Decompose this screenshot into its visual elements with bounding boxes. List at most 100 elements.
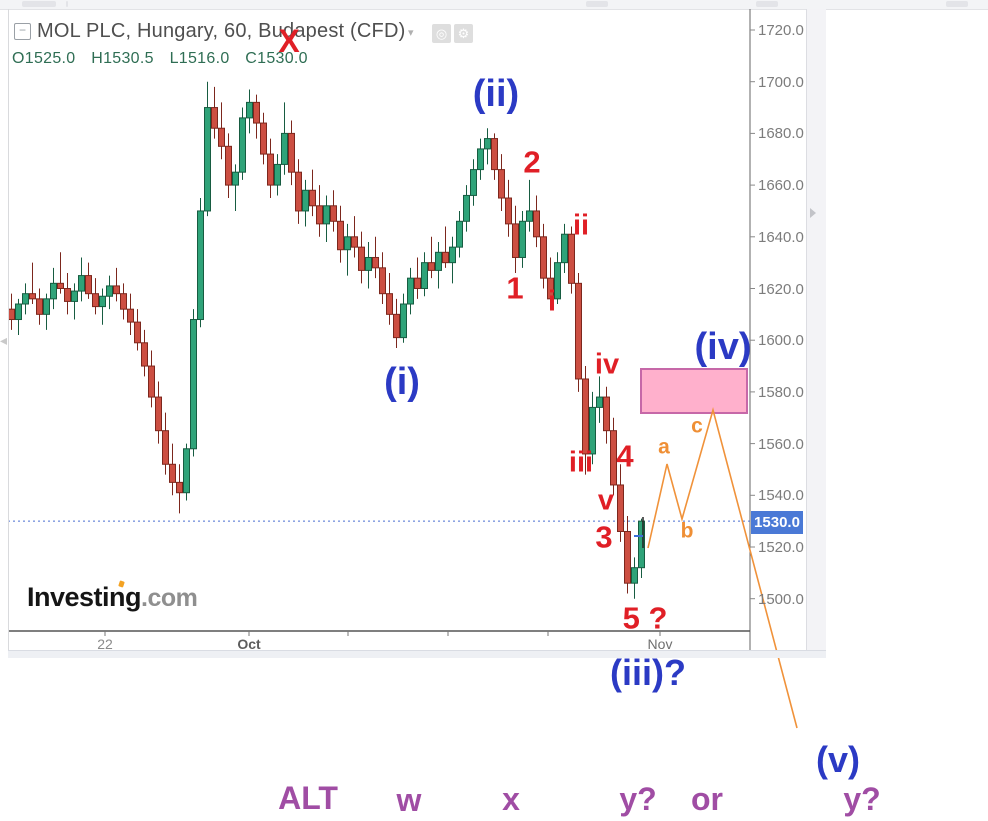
annotation-wave-5q: 5 ? [622, 600, 668, 636]
candle-body [547, 277, 554, 300]
collapse-icon[interactable]: − [14, 23, 31, 40]
candle-body [148, 365, 155, 398]
annotation-wave-4: 4 [616, 438, 634, 474]
candle-body [22, 293, 29, 305]
logo-tld: .com [141, 584, 198, 612]
symbol-title[interactable]: MOL PLC, Hungary, 60, Budapest (CFD) [37, 20, 406, 42]
candle-body [372, 256, 379, 269]
candle-body [78, 275, 85, 292]
candle-body [64, 288, 71, 302]
candle-body [281, 132, 288, 165]
candle-body [29, 293, 36, 300]
candle-body [351, 236, 358, 248]
annotation-wave-v-min: v [597, 484, 615, 517]
annotation-wave-i-min: i [547, 285, 557, 318]
candle-body [106, 285, 113, 297]
candle-body [85, 275, 92, 295]
time-axis-label: Nov [647, 636, 673, 652]
price-axis-label: 1720.0 [758, 22, 804, 39]
candle-body [288, 132, 295, 173]
candle-body [414, 277, 421, 290]
candle-body [477, 148, 484, 171]
candle-body [120, 293, 127, 310]
annotation-abc-c: c [691, 414, 703, 438]
annotation-alt-label: ALT [278, 780, 338, 816]
candle-body [365, 256, 372, 271]
candle-body [526, 210, 533, 222]
candle-body [491, 138, 498, 171]
price-axis-label: 1700.0 [758, 73, 804, 91]
candle-body [505, 197, 512, 225]
candle-body [575, 282, 582, 380]
time-axis-label: Oct [237, 636, 261, 652]
candle-body [225, 145, 232, 186]
scrollbar-arrow-icon[interactable] [810, 208, 816, 218]
candle-body [435, 251, 442, 271]
candle-body [169, 463, 176, 483]
candle-body [561, 233, 568, 264]
vertical-scrollbar[interactable] [806, 9, 826, 655]
annotation-abc-a: a [658, 435, 670, 459]
candle-body [470, 169, 477, 196]
annotation-alt-or: or [691, 781, 723, 817]
candle-body [302, 189, 309, 212]
candle-body [309, 189, 316, 207]
candle-body [400, 303, 407, 339]
annotation-wave-v-circ: (v) [816, 739, 860, 780]
candle-body [218, 127, 225, 147]
candle-body [463, 194, 470, 222]
widget-bottom-strip [8, 650, 826, 658]
projection-path [647, 406, 798, 729]
annotation-x-strike: X [278, 23, 300, 59]
candle-body [92, 293, 99, 308]
annotation-abc-b: b [680, 519, 694, 543]
candle-body [274, 163, 281, 186]
candle-body [113, 285, 120, 295]
candle-body [337, 220, 344, 251]
price-axis-label: 1660.0 [758, 177, 804, 195]
candle-body [239, 117, 246, 173]
annotation-wave-i-circ: (i) [384, 361, 420, 403]
price-axis-label: 1620.0 [758, 280, 804, 298]
price-axis-label: 1680.0 [758, 125, 804, 143]
investing-logo: Investing.com [27, 580, 198, 613]
toolbar-segment [756, 1, 778, 7]
candle-body [155, 396, 162, 432]
scroll-left-icon[interactable]: ◂ [0, 332, 8, 348]
candle-body [197, 210, 204, 321]
ohlc-row: O1525.0 H1530.5 L1516.0 C1530.0 [12, 50, 319, 68]
last-price-badge: 1530.0 [751, 511, 803, 534]
gear-icon[interactable]: ⚙ [454, 24, 473, 43]
candle-body [421, 262, 428, 289]
candle-body [141, 342, 148, 367]
ohlc-open: O1525.0 [12, 50, 76, 67]
candle-body [267, 153, 274, 186]
ohlc-close: C1530.0 [245, 50, 308, 67]
candle-body [183, 448, 190, 494]
candle-body [617, 484, 624, 532]
eye-icon[interactable]: ◎ [432, 24, 451, 43]
candle-body [610, 430, 617, 486]
annotation-wave-ii-circ: (ii) [472, 73, 520, 115]
annotation-alt-y1: y? [619, 781, 657, 817]
chevron-down-icon[interactable]: ▾ [408, 27, 414, 39]
cropped-toolbar [0, 0, 988, 10]
ohlc-low: L1516.0 [169, 50, 230, 67]
candle-body [162, 430, 169, 465]
annotation-wave-ii-min: ii [572, 209, 590, 242]
annotation-wave-iv-min: iv [594, 348, 620, 381]
candle-body [15, 303, 22, 321]
candle-body [253, 101, 260, 124]
candle-body [344, 236, 351, 251]
candle-body [442, 251, 449, 264]
annotation-wave-3: 3 [595, 519, 613, 555]
candle-body [246, 101, 253, 119]
logo-text: Investing [27, 582, 142, 612]
price-axis-label: 1500.0 [758, 590, 804, 608]
candle-body [568, 233, 575, 284]
annotation-wave-iii-circ: (iii)? [610, 652, 686, 693]
candle-body [190, 319, 197, 450]
annotation-alt-y2: y? [843, 781, 881, 817]
time-axis-label: 22 [97, 636, 113, 652]
